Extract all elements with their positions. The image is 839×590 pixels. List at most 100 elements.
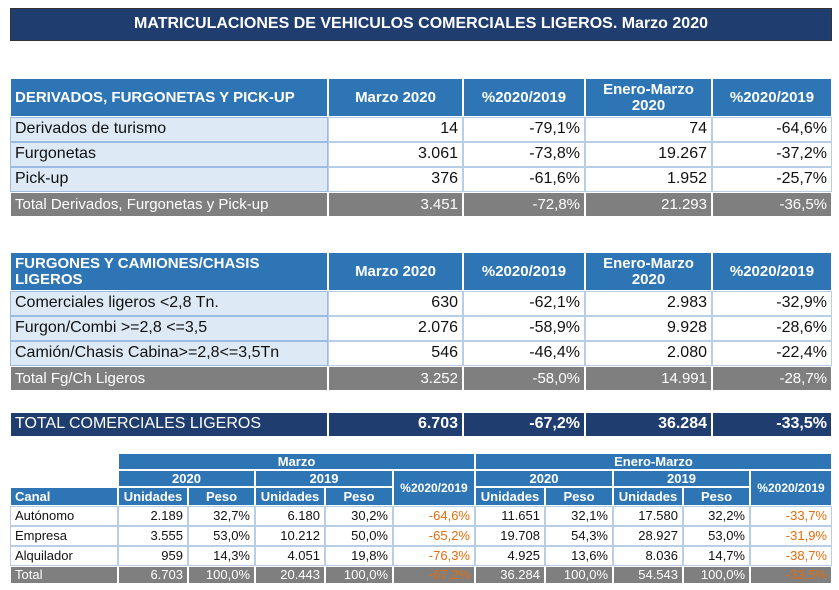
table-cell: 54,3% [545, 526, 613, 546]
page-title: MATRICULACIONES DE VEHICULOS COMERCIALES… [10, 8, 832, 41]
total-cell: 36.284 [475, 566, 545, 584]
table-cell: 4.051 [255, 546, 325, 566]
header-cell: %2020/2019 [463, 252, 585, 291]
total-cell: 100,0% [188, 566, 255, 584]
pct-header: %2020/2019 [393, 470, 475, 506]
table-cell: 28.927 [613, 526, 683, 546]
canal-header: Canal [10, 487, 118, 506]
table-cell: 19,8% [325, 546, 393, 566]
table-cell: 6.180 [255, 506, 325, 526]
column-header: Peso [545, 487, 613, 506]
table-cell: -46,4% [463, 341, 585, 366]
table-cell: 14,7% [683, 546, 750, 566]
table-cell: 14 [328, 117, 463, 142]
table-cell: 2.080 [585, 341, 712, 366]
table-cell: 9.928 [585, 316, 712, 341]
column-header: Unidades [475, 487, 545, 506]
total-cell: Total [10, 566, 118, 584]
group-header: Marzo [118, 453, 475, 470]
pct-header: %2020/2019 [750, 470, 832, 506]
total-cell: 6.703 [118, 566, 188, 584]
table-cell: -22,4% [712, 341, 832, 366]
total-cell: -58,0% [463, 366, 585, 391]
table-cell: -64,6% [712, 117, 832, 142]
column-header: Unidades [613, 487, 683, 506]
table-cell: -58,9% [463, 316, 585, 341]
total-cell: 14.991 [585, 366, 712, 391]
total-cell: 54.543 [613, 566, 683, 584]
table-cell: 19.708 [475, 526, 545, 546]
table-cell: -28,6% [712, 316, 832, 341]
table-cell: 2.983 [585, 291, 712, 316]
table-cell: 13,6% [545, 546, 613, 566]
total-cell: -36,5% [712, 192, 832, 217]
group-header: Enero-Marzo [475, 453, 832, 470]
table-cell: 376 [328, 167, 463, 192]
grand-total-cell: 36.284 [585, 412, 712, 437]
table-cell: 17.580 [613, 506, 683, 526]
year-header: 2020 [475, 470, 613, 487]
table-cell: 2.076 [328, 316, 463, 341]
column-header: Peso [325, 487, 393, 506]
table-cell: -33,7% [750, 506, 832, 526]
table-cell: 32,2% [683, 506, 750, 526]
table-cell: Pick-up [10, 167, 328, 192]
table-cell: 11.651 [475, 506, 545, 526]
table-cell: -31,9% [750, 526, 832, 546]
total-cell: 100,0% [683, 566, 750, 584]
table-cell: 30,2% [325, 506, 393, 526]
table-cell: Furgonetas [10, 142, 328, 167]
table-cell: Derivados de turismo [10, 117, 328, 142]
table-cell: -62,1% [463, 291, 585, 316]
table-cell: 4.925 [475, 546, 545, 566]
table-cell: 630 [328, 291, 463, 316]
table-cell: 53,0% [683, 526, 750, 546]
table-cell: 14,3% [188, 546, 255, 566]
total-cell: -33,5% [750, 566, 832, 584]
table-cell: Furgon/Combi >=2,8 <=3,5 [10, 316, 328, 341]
total-cell: 100,0% [325, 566, 393, 584]
table-cell: -37,2% [712, 142, 832, 167]
total-cell: 100,0% [545, 566, 613, 584]
grand-total-cell: -67,2% [463, 412, 585, 437]
total-cell: Total Fg/Ch Ligeros [10, 366, 328, 391]
table-cell: 8.036 [613, 546, 683, 566]
year-header: 2020 [118, 470, 255, 487]
table-cell: Empresa [10, 526, 118, 546]
table-cell: Comerciales ligeros <2,8 Tn. [10, 291, 328, 316]
year-header: 2019 [613, 470, 750, 487]
table-cell: 32,7% [188, 506, 255, 526]
column-header: Unidades [255, 487, 325, 506]
grand-total-cell: TOTAL COMERCIALES LIGEROS [10, 412, 328, 437]
column-header: Peso [683, 487, 750, 506]
table-cell: Autónomo [10, 506, 118, 526]
table-cell: -32,9% [712, 291, 832, 316]
table-cell: -61,6% [463, 167, 585, 192]
header-cell: DERIVADOS, FURGONETAS Y PICK-UP [10, 78, 328, 117]
table-cell: Camión/Chasis Cabina>=2,8<=3,5Tn [10, 341, 328, 366]
grand-total-cell: -33,5% [712, 412, 832, 437]
table-cell: Alquilador [10, 546, 118, 566]
total-cell: -28,7% [712, 366, 832, 391]
total-cell: -67,2% [393, 566, 475, 584]
total-cell: 3.451 [328, 192, 463, 217]
table-cell: -65,2% [393, 526, 475, 546]
grand-total-cell: 6.703 [328, 412, 463, 437]
table-cell: -73,8% [463, 142, 585, 167]
table-cell: -38,7% [750, 546, 832, 566]
column-header: Peso [188, 487, 255, 506]
table-cell: 19.267 [585, 142, 712, 167]
table-cell: 50,0% [325, 526, 393, 546]
year-header: 2019 [255, 470, 393, 487]
table-cell: 1.952 [585, 167, 712, 192]
table-cell: 74 [585, 117, 712, 142]
header-cell: %2020/2019 [712, 78, 832, 117]
total-cell: 21.293 [585, 192, 712, 217]
total-cell: -72,8% [463, 192, 585, 217]
header-cell: %2020/2019 [463, 78, 585, 117]
header-cell: %2020/2019 [712, 252, 832, 291]
table-cell: 3.555 [118, 526, 188, 546]
table-cell: -25,7% [712, 167, 832, 192]
header-cell: Marzo 2020 [328, 252, 463, 291]
